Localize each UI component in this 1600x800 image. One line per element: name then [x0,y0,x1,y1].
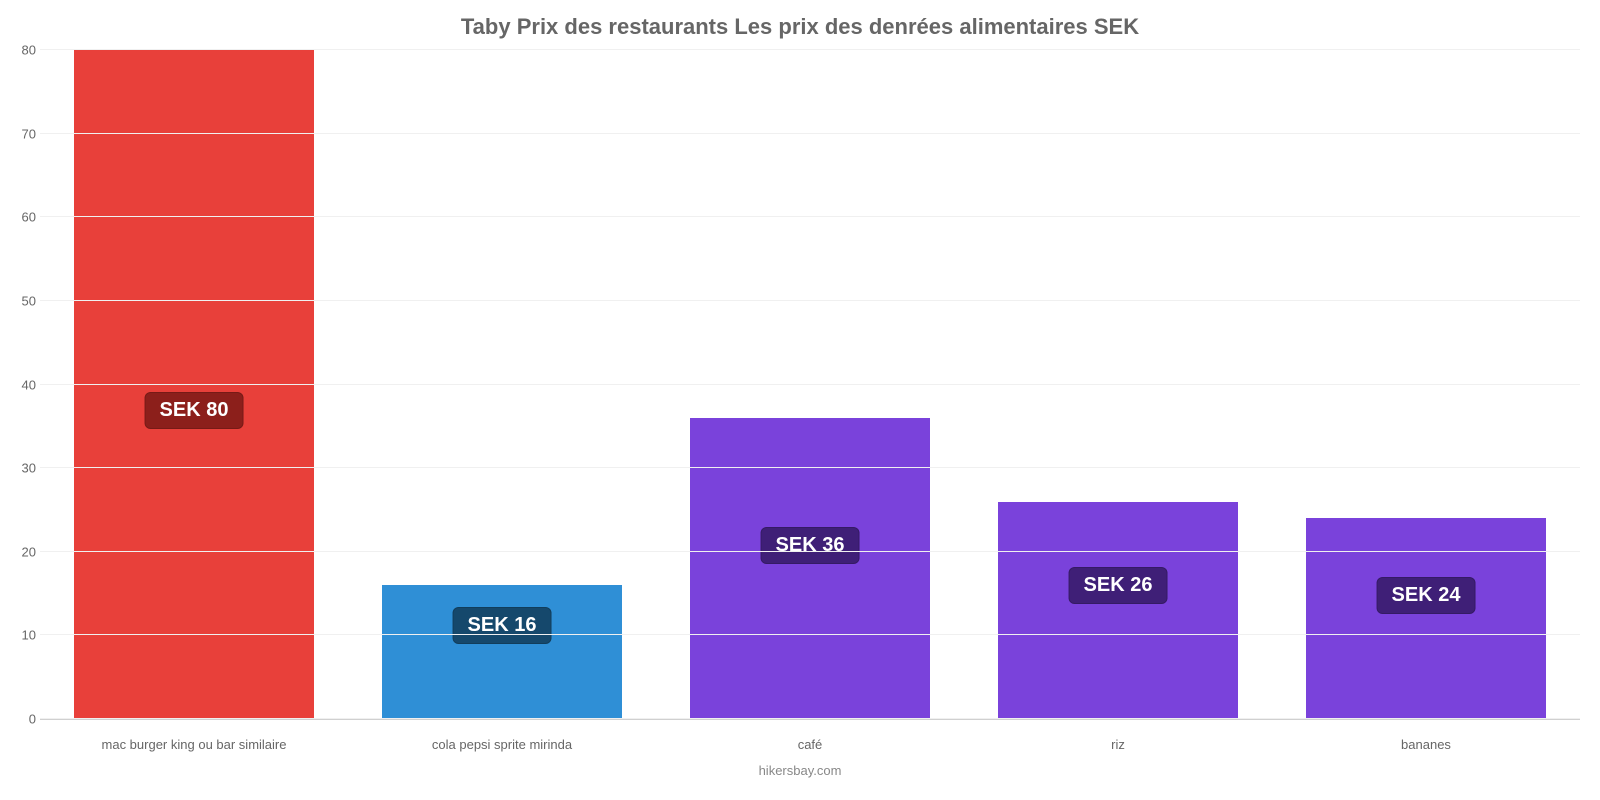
bar [998,502,1238,719]
x-tick-label: café [656,737,964,752]
bar-slot: SEK 24 [1272,50,1580,719]
x-tick-label: cola pepsi sprite mirinda [348,737,656,752]
x-tick-label: riz [964,737,1272,752]
bar-value-label: SEK 80 [145,392,244,429]
chart-title: Taby Prix des restaurants Les prix des d… [0,14,1600,40]
bars-row: SEK 80 SEK 16 SEK 36 SEK 26 SEK 24 [40,50,1580,719]
bar-value-label: SEK 36 [761,527,860,564]
plot-area: SEK 80SEK 16SEK 36SEK 26SEK 24 010203040… [40,50,1580,720]
y-gridline [40,467,1580,468]
y-gridline [40,49,1580,50]
y-tick-label: 20 [10,544,36,559]
y-gridline [40,634,1580,635]
bar-slot: SEK 80 [40,50,348,719]
x-tick-label: bananes [1272,737,1580,752]
bar [1306,518,1546,719]
y-gridline [40,718,1580,719]
x-axis-labels: mac burger king ou bar similairecola pep… [40,737,1580,752]
y-tick-label: 60 [10,210,36,225]
y-tick-label: 40 [10,377,36,392]
y-tick-label: 30 [10,461,36,476]
y-tick-label: 80 [10,43,36,58]
y-tick-label: 0 [10,712,36,727]
bar-value-label: SEK 26 [1069,567,1168,604]
bar-value-label: SEK 16 [453,607,552,644]
y-gridline [40,133,1580,134]
bar-slot: SEK 26 [964,50,1272,719]
bar [382,585,622,719]
bar-value-label: SEK 24 [1377,577,1476,614]
y-tick-label: 70 [10,126,36,141]
bar [690,418,930,719]
y-gridline [40,300,1580,301]
y-gridline [40,384,1580,385]
attribution-text: hikersbay.com [0,763,1600,778]
y-tick-label: 50 [10,293,36,308]
bar [74,50,314,719]
bar-chart: Taby Prix des restaurants Les prix des d… [0,0,1600,800]
bar-slot: SEK 16 [348,50,656,719]
y-gridline [40,551,1580,552]
y-gridline [40,216,1580,217]
y-tick-label: 10 [10,628,36,643]
bar-slot: SEK 36 [656,50,964,719]
x-tick-label: mac burger king ou bar similaire [40,737,348,752]
